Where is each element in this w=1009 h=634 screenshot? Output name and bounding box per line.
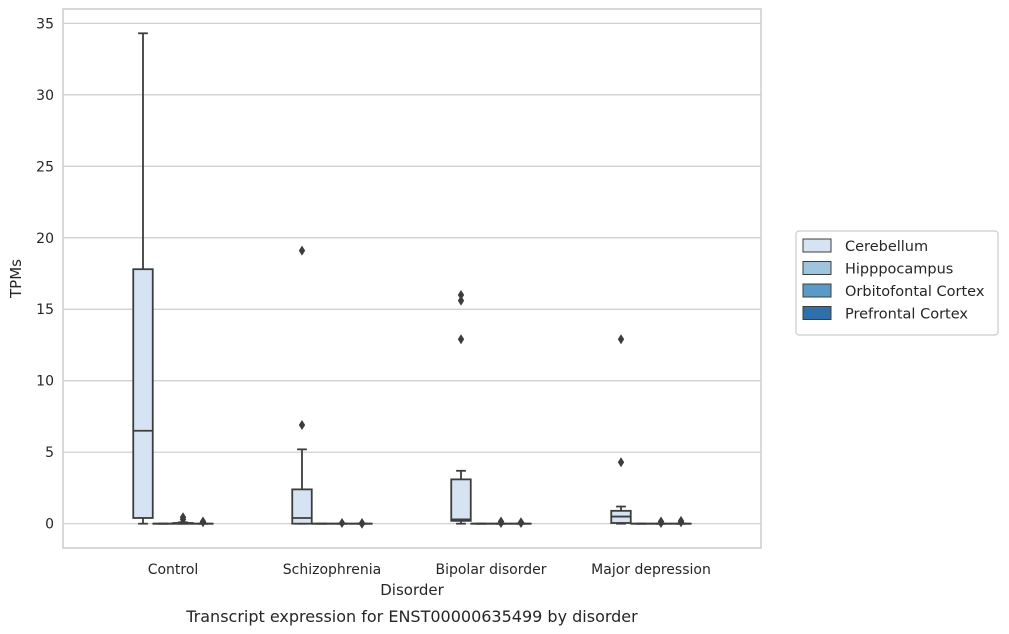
chart-caption: Transcript expression for ENST0000063549… xyxy=(185,607,638,626)
y-tick-label: 25 xyxy=(36,159,54,175)
x-tick-label: Bipolar disorder xyxy=(435,562,546,578)
box-prefrontal-cortex xyxy=(351,517,373,529)
x-tick-label: Major depression xyxy=(591,562,711,578)
y-tick-label: 5 xyxy=(45,445,54,461)
box-prefrontal-cortex xyxy=(192,516,214,528)
outlier-point xyxy=(179,512,187,523)
boxes xyxy=(132,32,692,529)
box-orbitofontal-cortex xyxy=(490,516,512,528)
legend: Cerebellum Hipppocampus Orbitofontal Corte… xyxy=(795,230,999,336)
box-prefrontal-cortex xyxy=(670,515,692,528)
x-axis-label: Disorder xyxy=(380,581,444,599)
legend-label: Orbitofontal Cortex xyxy=(845,284,985,300)
outlier-point xyxy=(457,334,465,345)
outlier-point xyxy=(298,420,306,431)
outlier-point xyxy=(517,517,525,528)
outlier-point xyxy=(617,334,625,345)
box-cerebellum xyxy=(450,289,472,525)
outlier-point xyxy=(457,295,465,306)
legend-swatch xyxy=(802,283,832,298)
y-axis-label: TPMs xyxy=(7,259,25,299)
legend-label: Prefrontal Cortex xyxy=(845,307,968,323)
y-axis-ticks: 0 5 10 15 20 25 30 35 xyxy=(36,16,54,532)
x-axis-ticks: Control Schizophrenia Bipolar disorder Majo… xyxy=(148,562,711,578)
legend-frame xyxy=(795,230,999,336)
outlier-point xyxy=(497,516,505,527)
iqr-box xyxy=(291,488,313,525)
box-prefrontal-cortex xyxy=(510,517,532,528)
box-cerebellum xyxy=(132,32,154,525)
legend-swatch xyxy=(802,261,832,275)
outlier-point xyxy=(617,457,625,468)
x-tick-label: Control xyxy=(148,562,199,578)
plot-area xyxy=(62,8,762,549)
outlier-point xyxy=(199,516,207,527)
outlier-point xyxy=(298,245,306,256)
legend-label: Hipppocampus xyxy=(845,262,953,278)
box-cerebellum xyxy=(610,334,632,525)
y-tick-label: 10 xyxy=(36,374,54,390)
y-tick-label: 30 xyxy=(36,88,54,104)
y-tick-label: 35 xyxy=(36,16,54,32)
outlier-point xyxy=(338,517,346,528)
gridlines xyxy=(63,22,761,525)
box-cerebellum xyxy=(291,245,313,525)
legend-swatch xyxy=(802,238,832,253)
legend-swatch xyxy=(802,306,832,320)
y-tick-label: 0 xyxy=(45,517,54,533)
outlier-point xyxy=(358,517,366,528)
outlier-point xyxy=(657,516,665,527)
legend-label: Cerebellum xyxy=(845,239,928,255)
outlier-point xyxy=(677,515,685,526)
iqr-box xyxy=(450,478,472,522)
iqr-box xyxy=(132,268,154,519)
x-tick-label: Schizophrenia xyxy=(283,562,381,578)
y-tick-label: 20 xyxy=(36,231,54,247)
outlier-point xyxy=(457,289,465,300)
y-tick-label: 15 xyxy=(36,302,54,318)
box-orbitofontal-cortex xyxy=(650,516,672,528)
